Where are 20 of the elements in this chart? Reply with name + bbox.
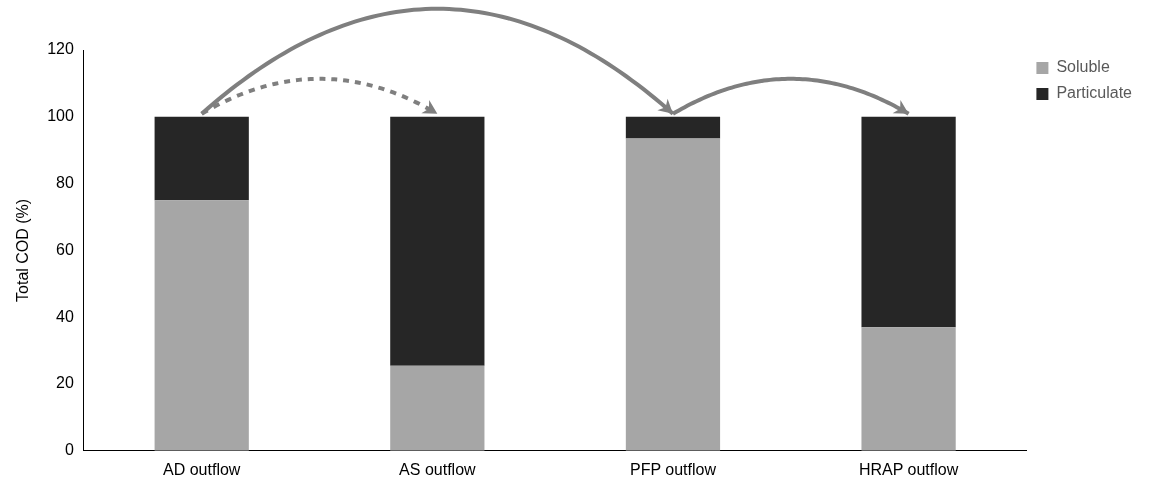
- y-tick-label: 0: [64, 441, 74, 459]
- y-tick-label: 80: [56, 174, 74, 192]
- legend-label: Soluble: [1056, 58, 1110, 76]
- y-tick-label: 120: [47, 40, 74, 58]
- x-tick-label: AS outflow: [399, 460, 477, 478]
- bar: [625, 116, 721, 139]
- bar: [390, 365, 485, 451]
- x-tick-label: HRAP outflow: [858, 460, 959, 478]
- y-tick-label: 20: [56, 374, 74, 392]
- bar: [625, 138, 721, 451]
- x-tick-label: PFP outflow: [629, 460, 717, 478]
- y-axis-title: Total COD (%): [14, 198, 32, 302]
- legend-label: Particulate: [1056, 84, 1133, 102]
- y-tick-label: 40: [56, 307, 74, 325]
- bar: [390, 116, 485, 366]
- bar: [154, 200, 249, 451]
- x-tick-label: AD outflow: [163, 460, 241, 478]
- bar: [861, 327, 956, 451]
- y-tick-label: 60: [56, 240, 74, 258]
- y-tick-label: 100: [47, 107, 74, 125]
